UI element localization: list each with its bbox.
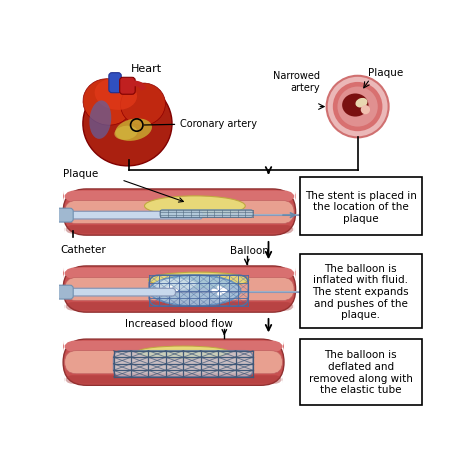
Ellipse shape bbox=[83, 82, 172, 167]
FancyBboxPatch shape bbox=[120, 78, 135, 95]
Ellipse shape bbox=[148, 273, 249, 288]
Ellipse shape bbox=[95, 79, 137, 111]
Bar bbox=[300, 339, 422, 405]
Text: Plaque: Plaque bbox=[63, 169, 99, 179]
Circle shape bbox=[361, 106, 370, 115]
Ellipse shape bbox=[342, 94, 368, 118]
Text: Increased blood flow: Increased blood flow bbox=[126, 319, 233, 329]
Circle shape bbox=[337, 87, 378, 127]
Ellipse shape bbox=[145, 196, 245, 217]
FancyBboxPatch shape bbox=[113, 351, 253, 377]
Text: The balloon is
inflated with fluid.
The stent expands
and pushes of the
plaque.: The balloon is inflated with fluid. The … bbox=[312, 263, 409, 319]
Text: The stent is placed in
the location of the
plaque: The stent is placed in the location of t… bbox=[305, 190, 417, 224]
Circle shape bbox=[333, 83, 383, 132]
Ellipse shape bbox=[356, 99, 367, 108]
FancyBboxPatch shape bbox=[64, 302, 294, 311]
Bar bbox=[300, 255, 422, 328]
FancyBboxPatch shape bbox=[109, 73, 121, 94]
Ellipse shape bbox=[154, 279, 197, 291]
FancyBboxPatch shape bbox=[64, 375, 283, 384]
FancyBboxPatch shape bbox=[64, 226, 294, 234]
Bar bbox=[300, 178, 422, 235]
FancyBboxPatch shape bbox=[63, 191, 296, 202]
FancyBboxPatch shape bbox=[55, 289, 175, 297]
FancyBboxPatch shape bbox=[63, 268, 296, 280]
FancyBboxPatch shape bbox=[64, 351, 283, 374]
FancyBboxPatch shape bbox=[55, 285, 73, 299]
Ellipse shape bbox=[120, 84, 165, 126]
FancyBboxPatch shape bbox=[64, 278, 294, 301]
Ellipse shape bbox=[83, 79, 133, 126]
Text: The balloon is
deflated and
removed along with
the elastic tube: The balloon is deflated and removed alon… bbox=[309, 350, 413, 394]
Text: Balloon: Balloon bbox=[230, 246, 269, 256]
FancyBboxPatch shape bbox=[63, 190, 296, 235]
FancyBboxPatch shape bbox=[63, 341, 284, 353]
Text: Narrowed
artery: Narrowed artery bbox=[273, 71, 320, 93]
Text: Coronary artery: Coronary artery bbox=[144, 119, 257, 129]
Ellipse shape bbox=[90, 101, 111, 140]
FancyBboxPatch shape bbox=[63, 266, 296, 313]
FancyBboxPatch shape bbox=[63, 339, 284, 386]
Ellipse shape bbox=[137, 346, 230, 358]
FancyBboxPatch shape bbox=[55, 209, 73, 223]
Ellipse shape bbox=[114, 126, 137, 140]
Ellipse shape bbox=[149, 275, 241, 306]
Text: Heart: Heart bbox=[131, 64, 163, 74]
FancyBboxPatch shape bbox=[55, 212, 202, 219]
Circle shape bbox=[327, 77, 389, 138]
FancyBboxPatch shape bbox=[64, 201, 294, 224]
Text: Plaque: Plaque bbox=[368, 68, 404, 78]
FancyBboxPatch shape bbox=[160, 210, 253, 218]
Ellipse shape bbox=[115, 119, 152, 141]
Text: Catheter: Catheter bbox=[61, 245, 107, 255]
Ellipse shape bbox=[145, 200, 245, 215]
